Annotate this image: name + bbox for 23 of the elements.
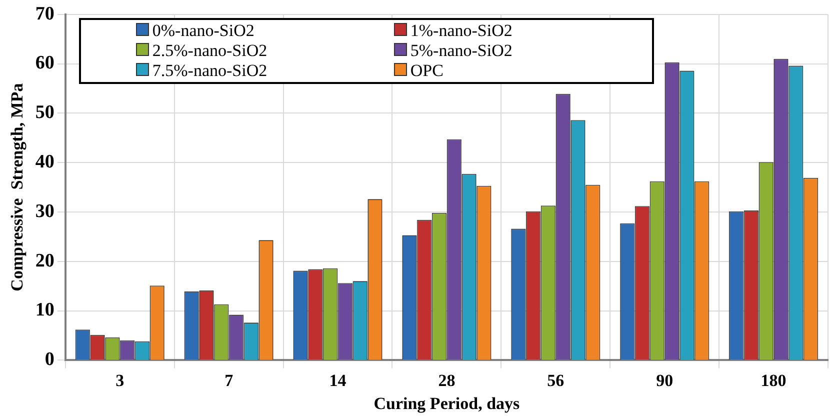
x-tick-label: 180 (760, 370, 786, 390)
y-tick-label: 10 (35, 300, 54, 321)
y-tick-label: 40 (35, 152, 54, 173)
y-tick-label: 50 (35, 102, 54, 124)
x-tick-label: 14 (329, 370, 347, 390)
x-tick-label: 7 (224, 370, 234, 390)
y-tick-label: 60 (35, 52, 54, 74)
legend-label: 2.5%-nano-SiO2 (151, 41, 268, 62)
y-tick-label: 30 (35, 200, 54, 222)
x-axis-title: Curing Period, days (374, 394, 520, 414)
legend-label: 1%-nano-SiO2 (409, 21, 514, 42)
y-tick-label: 0 (44, 349, 54, 370)
y-axis-title: Compressive Strength, MPa (8, 82, 27, 292)
legend-label: OPC (409, 61, 444, 82)
x-tick-label: 3 (116, 370, 124, 390)
y-tick-label: 20 (35, 250, 54, 272)
legend-label: 0%-nano-SiO2 (151, 21, 256, 42)
x-tick-label: 90 (656, 370, 674, 390)
legend-label: 7.5%-nano-SiO2 (151, 61, 268, 82)
x-tick-label: 28 (438, 370, 456, 390)
x-tick-label: 56 (547, 370, 564, 390)
y-tick-label: 70 (35, 3, 54, 24)
legend-label: 5%-nano-SiO2 (409, 41, 514, 62)
